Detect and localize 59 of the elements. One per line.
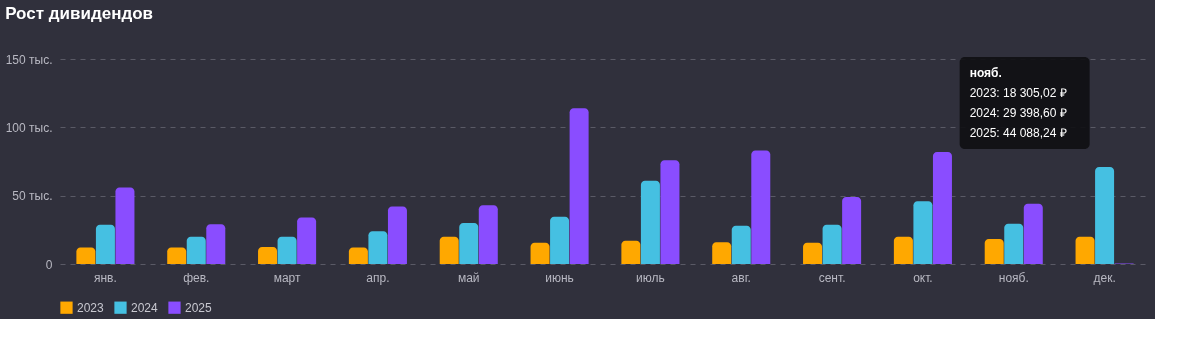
bar	[1004, 223, 1024, 264]
bar	[115, 187, 135, 264]
x-tick-label: май	[457, 270, 480, 285]
bar	[822, 224, 842, 264]
y-tick-label: 100 тыс.	[5, 120, 53, 135]
x-tick-label: июнь	[545, 270, 574, 285]
bar	[842, 197, 862, 264]
bar	[95, 224, 115, 264]
bar	[751, 150, 771, 264]
bar	[1023, 203, 1043, 264]
x-tick-label: авг.	[731, 270, 751, 285]
bar	[1095, 166, 1115, 264]
bar	[439, 236, 459, 264]
bar	[1075, 236, 1095, 264]
bar	[368, 231, 388, 264]
bar	[459, 223, 479, 264]
annotation: 2023: 18 305,02 ₽	[969, 86, 1067, 100]
bar	[186, 236, 206, 264]
bar	[478, 205, 498, 264]
bar	[277, 236, 297, 264]
bar	[258, 246, 278, 264]
bar	[640, 180, 660, 264]
x-tick-label: дек.	[1093, 270, 1116, 285]
bar	[297, 217, 317, 264]
y-tick-label: 50 тыс.	[12, 189, 53, 204]
bar	[76, 247, 96, 264]
bar	[569, 108, 589, 264]
x-tick-label: фев.	[183, 270, 210, 285]
legend-label: 2023	[77, 300, 105, 315]
x-tick-label: сент.	[818, 270, 846, 285]
chart-title: Рост дивидендов	[5, 4, 154, 23]
bar	[348, 247, 368, 264]
bar	[167, 247, 187, 264]
y-tick-label: 0	[45, 257, 53, 272]
bar	[893, 236, 913, 264]
x-tick-label: окт.	[913, 270, 933, 285]
annotation: 2025: 44 088,24 ₽	[969, 126, 1067, 140]
bar	[984, 238, 1004, 264]
bar	[803, 242, 823, 264]
bar	[731, 225, 751, 264]
bar	[621, 240, 641, 264]
x-tick-label: янв.	[93, 270, 117, 285]
x-tick-label: март	[273, 270, 301, 285]
bar	[913, 201, 933, 264]
annotation: 2024: 29 398,60 ₽	[969, 106, 1067, 120]
bar	[550, 216, 570, 264]
legend-label: 2024	[131, 300, 159, 315]
x-tick-label: июль	[636, 270, 665, 285]
bar	[932, 151, 952, 264]
y-tick-label: 150 тыс.	[5, 52, 53, 67]
x-tick-label: апр.	[366, 270, 390, 285]
bar	[206, 224, 226, 264]
x-tick-label: нояб.	[998, 270, 1029, 285]
bar	[387, 206, 407, 264]
bar	[660, 160, 680, 264]
bar	[712, 242, 732, 264]
bar	[530, 242, 550, 264]
annotation: нояб.	[969, 66, 1002, 80]
legend-label: 2025	[185, 300, 213, 315]
